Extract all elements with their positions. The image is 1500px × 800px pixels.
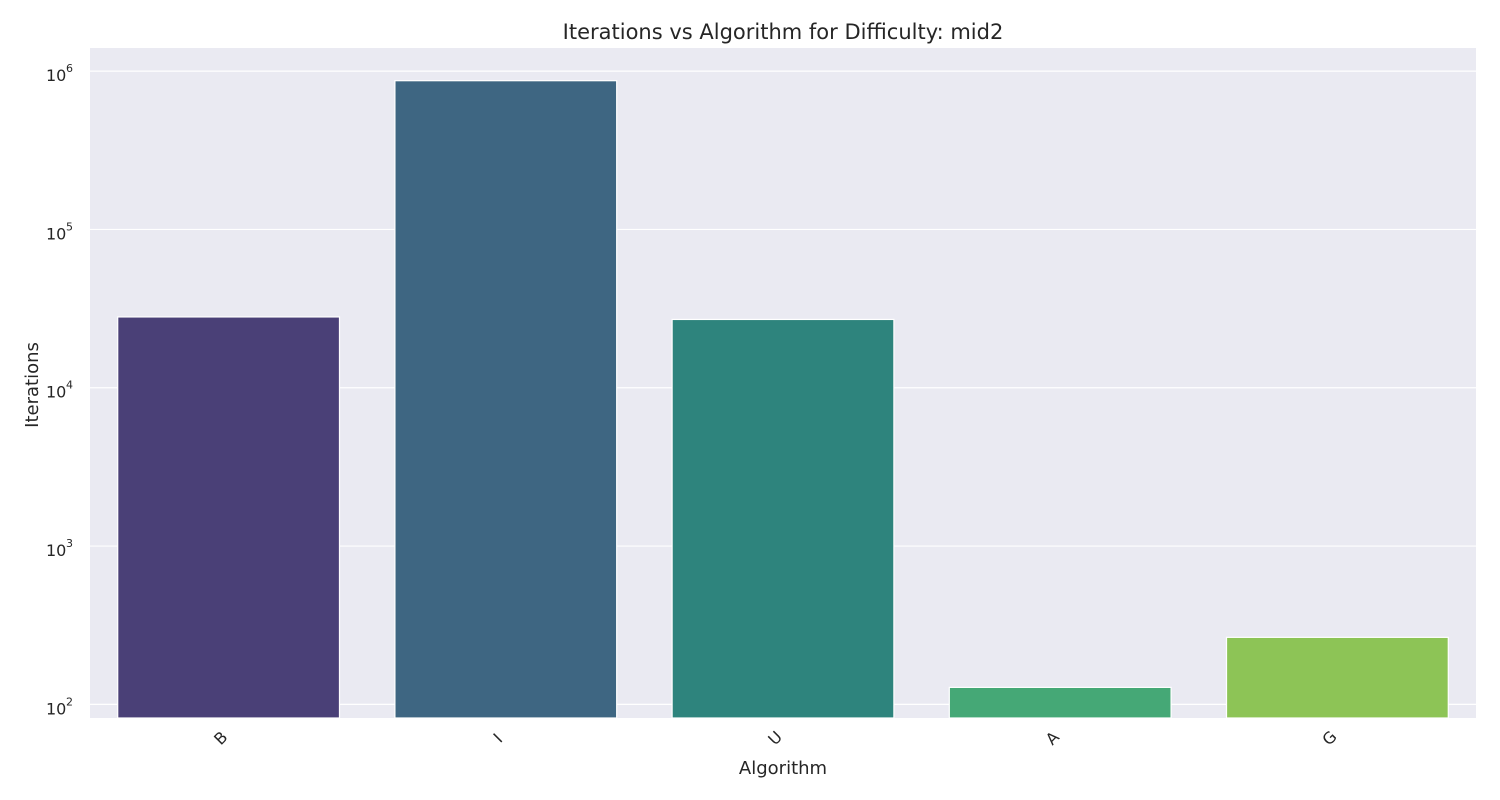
svg-text:10: 10: [46, 541, 66, 560]
bar-a: [948, 686, 1172, 719]
bars: [117, 80, 1449, 719]
y-tick-label: 10 4: [46, 379, 73, 402]
bar-g: [1225, 636, 1449, 719]
svg-text:5: 5: [66, 220, 73, 233]
svg-text:10: 10: [46, 383, 66, 402]
svg-text:10: 10: [46, 66, 66, 85]
y-axis-label: Iterations: [22, 342, 43, 428]
x-tick-label: B: [210, 728, 231, 749]
svg-text:2: 2: [66, 695, 73, 708]
bar-u: [671, 318, 895, 719]
x-axis-label: Algorithm: [739, 758, 827, 779]
y-tick-label: 10 2: [46, 695, 73, 718]
svg-text:10: 10: [46, 699, 66, 718]
y-tick-label: 10 6: [46, 62, 73, 85]
svg-text:10: 10: [46, 224, 66, 243]
x-tick-label: A: [1042, 727, 1063, 748]
x-tick-label: U: [764, 727, 786, 749]
svg-text:6: 6: [66, 62, 73, 75]
svg-text:4: 4: [66, 379, 73, 392]
svg-text:3: 3: [66, 537, 73, 550]
bar-b: [117, 316, 341, 719]
y-tick-label: 10 5: [46, 220, 73, 243]
y-tick-label: 10 3: [46, 537, 73, 560]
x-tick-label: I: [490, 730, 507, 747]
x-tick-label: G: [1318, 727, 1340, 749]
bar-i: [394, 80, 618, 719]
chart-title: Iterations vs Algorithm for Difficulty: …: [563, 20, 1004, 44]
